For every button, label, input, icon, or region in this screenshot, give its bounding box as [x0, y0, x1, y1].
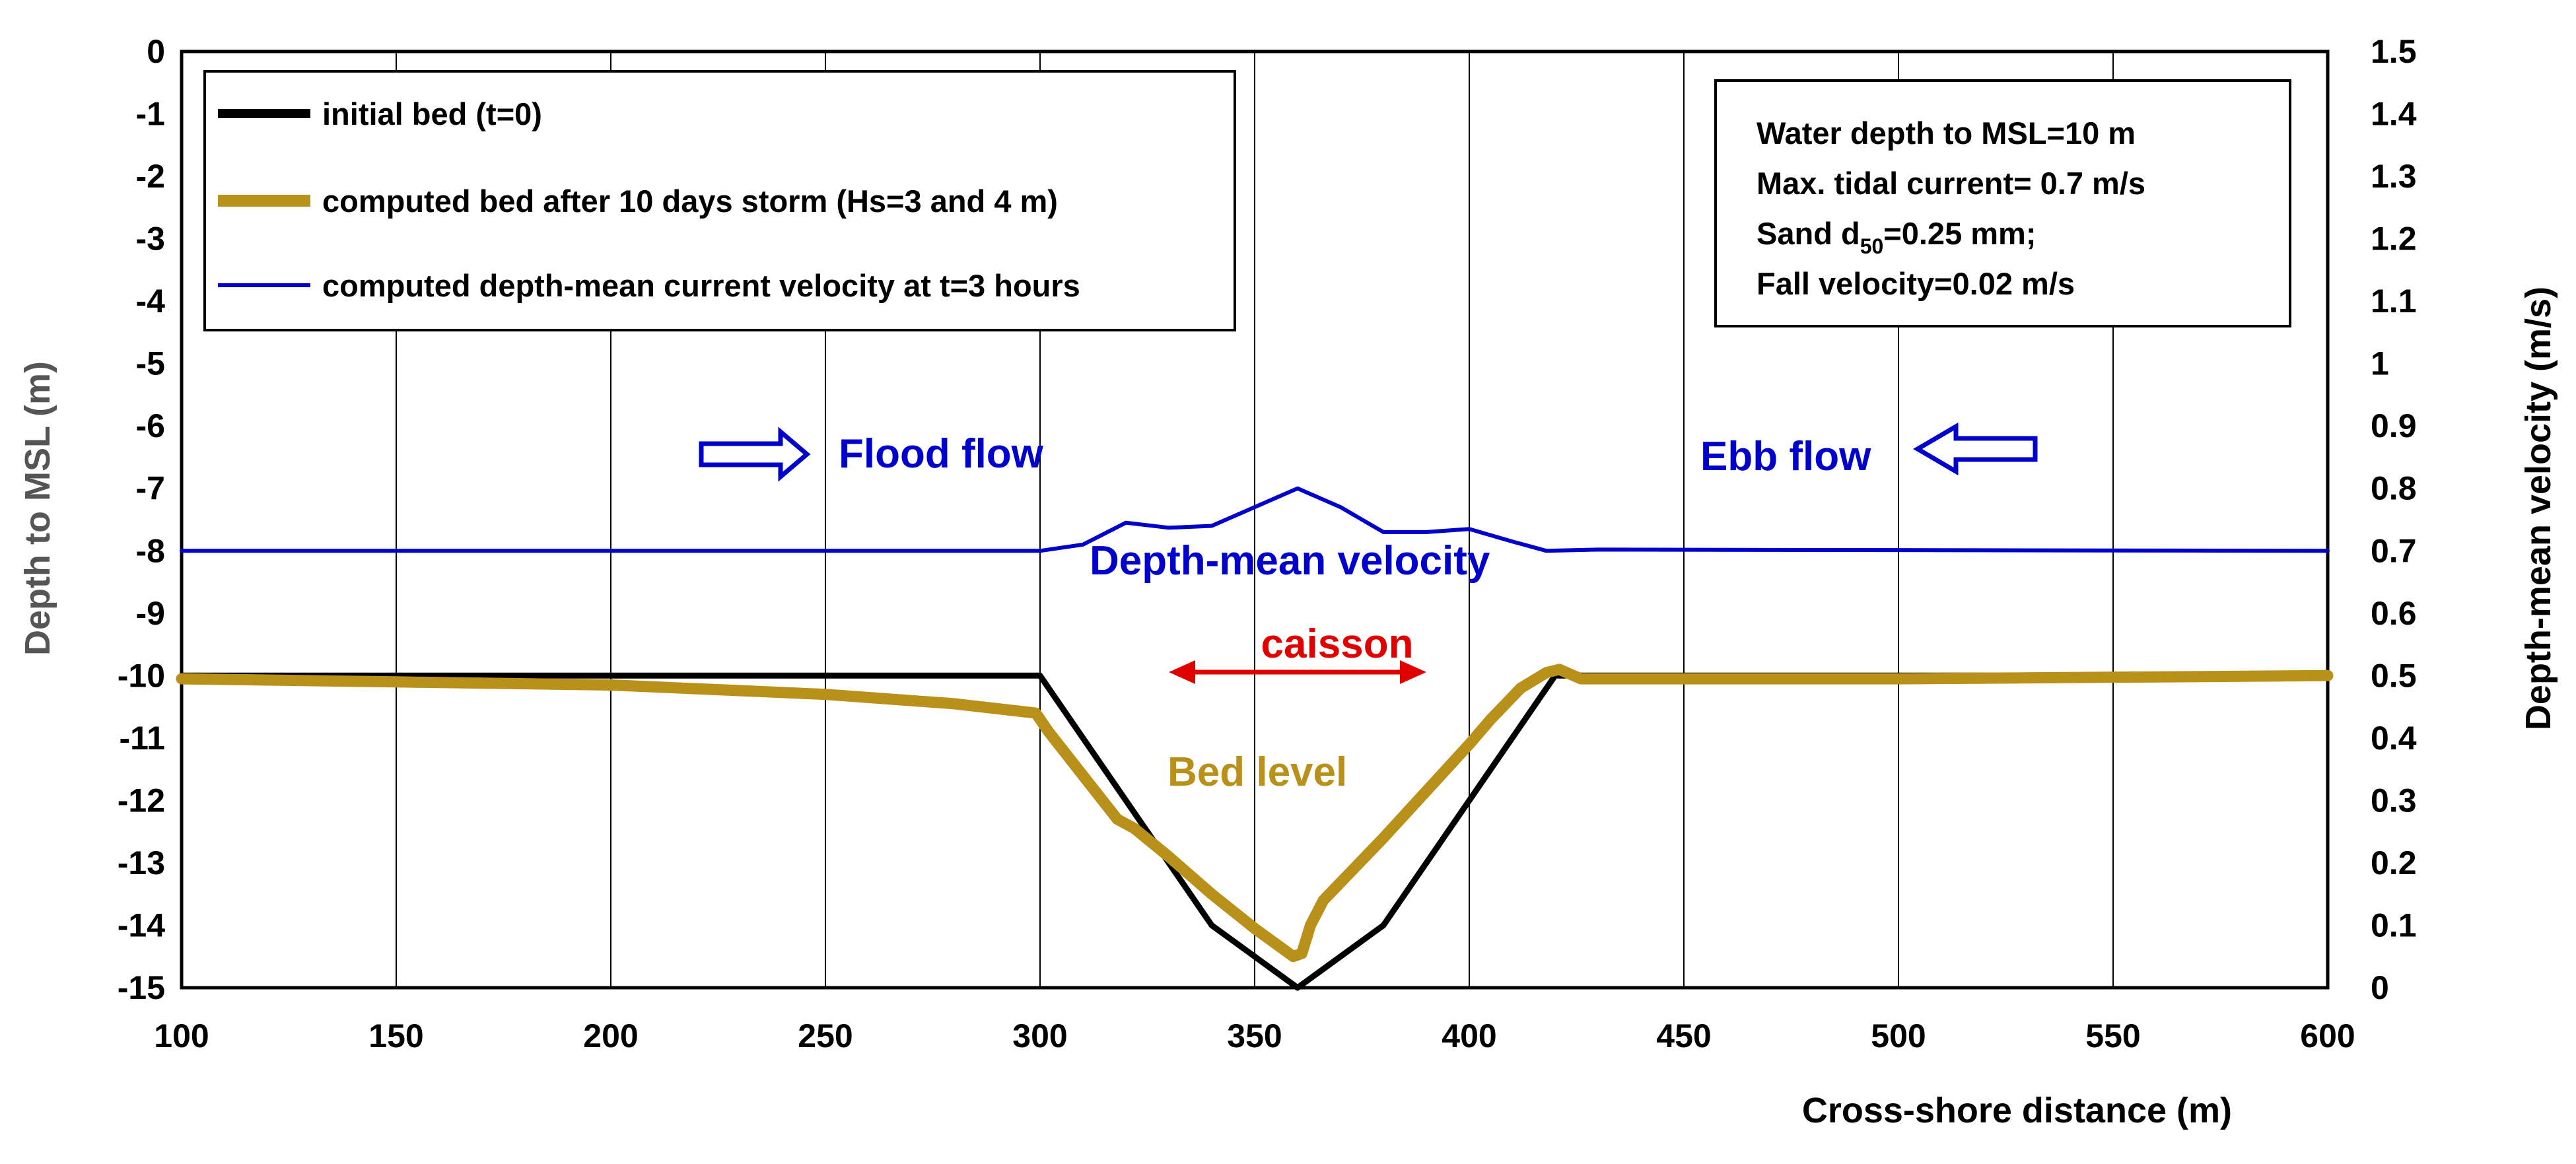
x-tick-labels: 100 150 200 250 300 350 400 450 500 550 600 [154, 1017, 2355, 1054]
x-tick-label: 400 [1442, 1017, 1496, 1054]
ebb-flow-label: Ebb flow [1700, 434, 1871, 479]
x-axis-title: Cross-shore distance (m) [1802, 1091, 2232, 1130]
caisson-arrow-right-icon [1400, 660, 1426, 684]
series-line-velocity [180, 486, 2330, 553]
y-tick-label: -9 [136, 595, 165, 632]
flood-flow-label: Flood flow [839, 431, 1044, 477]
y-tick-label: -10 [118, 657, 165, 694]
y-tick-label: -2 [136, 158, 165, 195]
y-axis-title: Depth to MSL (m) [18, 361, 57, 656]
y-tick-label: -3 [136, 221, 165, 257]
y2-tick-label: 0.7 [2371, 532, 2417, 569]
plot-frame [180, 50, 2330, 990]
x-tick-label: 250 [798, 1017, 853, 1054]
ebb-arrow-icon [1913, 422, 2038, 476]
info-water-depth: Water depth to MSL=10 m [1757, 116, 2136, 151]
y-tick-label: -15 [118, 969, 165, 1006]
caisson-arrow-left-icon [1169, 660, 1195, 684]
y-tick-label: -6 [136, 407, 165, 444]
y-tick-label: 0 [147, 33, 165, 70]
legend: initial bed (t=0) computed bed after 10 … [203, 70, 1236, 331]
velocity-curve-label: Depth-mean velocity [1090, 538, 1490, 584]
y-tick-label: -7 [136, 470, 165, 507]
y-tick-label: -4 [136, 283, 166, 320]
legend-label-computed-bed: computed bed after 10 days storm (Hs=3 a… [322, 184, 1058, 219]
y-tick-label: -8 [136, 532, 165, 569]
x-tick-label: 600 [2300, 1017, 2355, 1054]
y-tick-label: -11 [119, 720, 165, 757]
info-sand-d50: Sand d50=0.25 mm; [1757, 216, 2036, 258]
caisson-marker [1169, 660, 1426, 684]
x-tick-label: 450 [1656, 1017, 1711, 1054]
y2-tick-label: 0.6 [2371, 595, 2417, 632]
y2-tick-label: 1.3 [2371, 158, 2417, 195]
legend-label-initial-bed: initial bed (t=0) [322, 96, 542, 131]
y2-tick-label: 1 [2371, 345, 2389, 382]
x-tick-label: 300 [1012, 1017, 1067, 1054]
y2-tick-label: 0.4 [2371, 720, 2417, 757]
y2-tick-label: 0.2 [2371, 844, 2417, 881]
series-lines [176, 486, 2334, 991]
y-tick-label: -12 [118, 782, 165, 819]
x-tick-label: 100 [154, 1017, 209, 1054]
x-tick-label: 350 [1227, 1017, 1282, 1054]
y2-tick-label: 0.9 [2371, 407, 2417, 444]
y-tick-label: -1 [136, 96, 165, 133]
series-line-computed-bed [176, 664, 2334, 963]
x-tick-label: 200 [583, 1017, 638, 1054]
y2-tick-labels: 1.5 1.4 1.3 1.2 1.1 1 0.9 0.8 0.7 0.6 0.5 0.4 0.3 0.2… [2371, 33, 2417, 1006]
y-tick-label: -14 [118, 907, 165, 943]
y2-tick-label: 0.1 [2371, 907, 2417, 943]
info-sand-d50-subscript: 50 [1860, 234, 1884, 258]
x-tick-label: 500 [1871, 1017, 1926, 1054]
y2-tick-label: 1.1 [2371, 283, 2417, 320]
flood-arrow-icon [699, 427, 811, 482]
legend-box [203, 70, 1236, 331]
y-tick-labels: 0 -1 -2 -3 -4 -5 -6 -7 -8 -9 -10 -11 -12 -13 -14 -15 [118, 33, 165, 1006]
y2-axis-title: Depth-mean velocity (m/s) [2519, 287, 2558, 730]
y2-tick-label: 0.3 [2371, 782, 2417, 819]
y2-tick-label: 1.5 [2371, 33, 2417, 70]
y2-tick-label: 0 [2371, 969, 2389, 1006]
info-tidal-current: Max. tidal current= 0.7 m/s [1757, 166, 2145, 201]
info-box-frame [1714, 79, 2291, 327]
y-tick-label: -13 [118, 844, 165, 881]
bed-level-label: Bed level [1167, 749, 1347, 795]
y2-tick-label: 1.2 [2371, 221, 2417, 257]
y2-tick-label: 0.8 [2371, 470, 2417, 507]
legend-label-velocity: computed depth-mean current velocity at … [322, 268, 1080, 303]
y2-tick-label: 0.5 [2371, 657, 2417, 694]
x-tick-label: 150 [368, 1017, 423, 1054]
info-box: Water depth to MSL=10 m Max. tidal curre… [1714, 79, 2291, 327]
x-tick-label: 550 [2085, 1017, 2140, 1054]
caisson-label: caisson [1261, 621, 1414, 667]
y-tick-label: -5 [136, 345, 165, 382]
info-fall-velocity: Fall velocity=0.02 m/s [1757, 266, 2075, 301]
y2-tick-label: 1.4 [2371, 96, 2417, 133]
